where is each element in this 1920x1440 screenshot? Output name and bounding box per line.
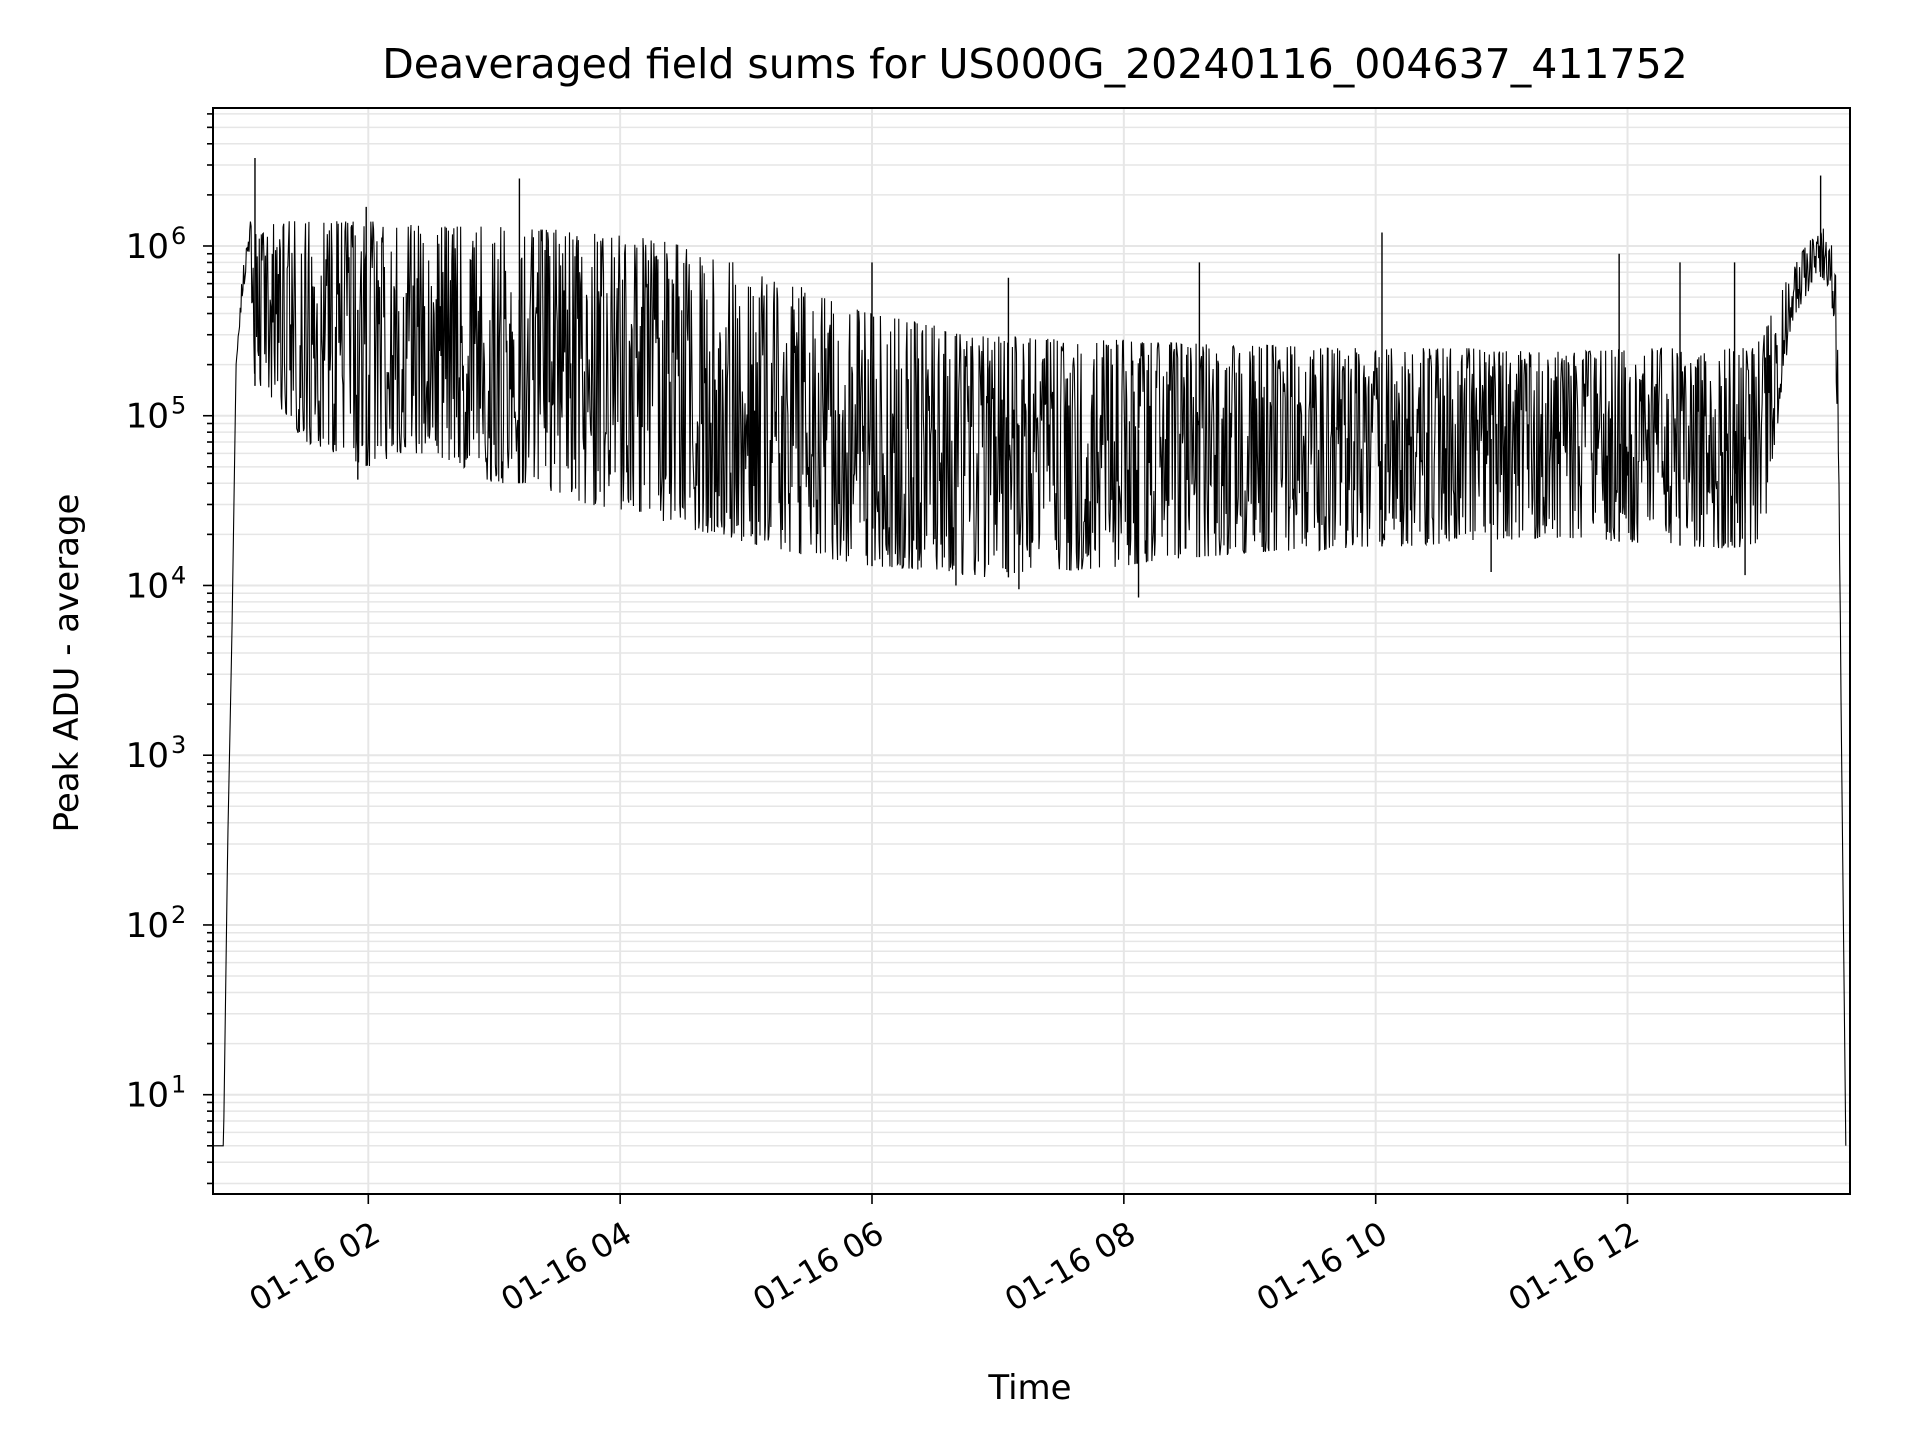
y-tick-label: 10	[126, 566, 169, 606]
plot-area	[213, 157, 1847, 1147]
y-tick-label-exponent: 2	[171, 901, 186, 929]
series-line	[213, 221, 1847, 1147]
y-tick-label-exponent: 4	[171, 561, 186, 589]
y-tick-label-exponent: 5	[171, 392, 186, 420]
x-axis-label: Time	[987, 1368, 1071, 1408]
y-tick-label: 10	[126, 227, 169, 267]
y-tick-label: 10	[126, 397, 169, 437]
plot-frame	[212, 107, 1851, 1195]
y-tick-label-exponent: 3	[171, 731, 186, 759]
y-tick-label: 10	[126, 736, 169, 776]
y-tick-label: 10	[126, 906, 169, 946]
chart-title: Deaveraged field sums for US000G_2024011…	[382, 40, 1688, 88]
y-tick-label: 10	[126, 1076, 169, 1116]
y-tick-label-exponent: 6	[171, 222, 186, 250]
grid	[213, 108, 1850, 1194]
y-axis-label: Peak ADU - average	[47, 494, 87, 833]
y-tick-label-exponent: 1	[171, 1071, 186, 1099]
